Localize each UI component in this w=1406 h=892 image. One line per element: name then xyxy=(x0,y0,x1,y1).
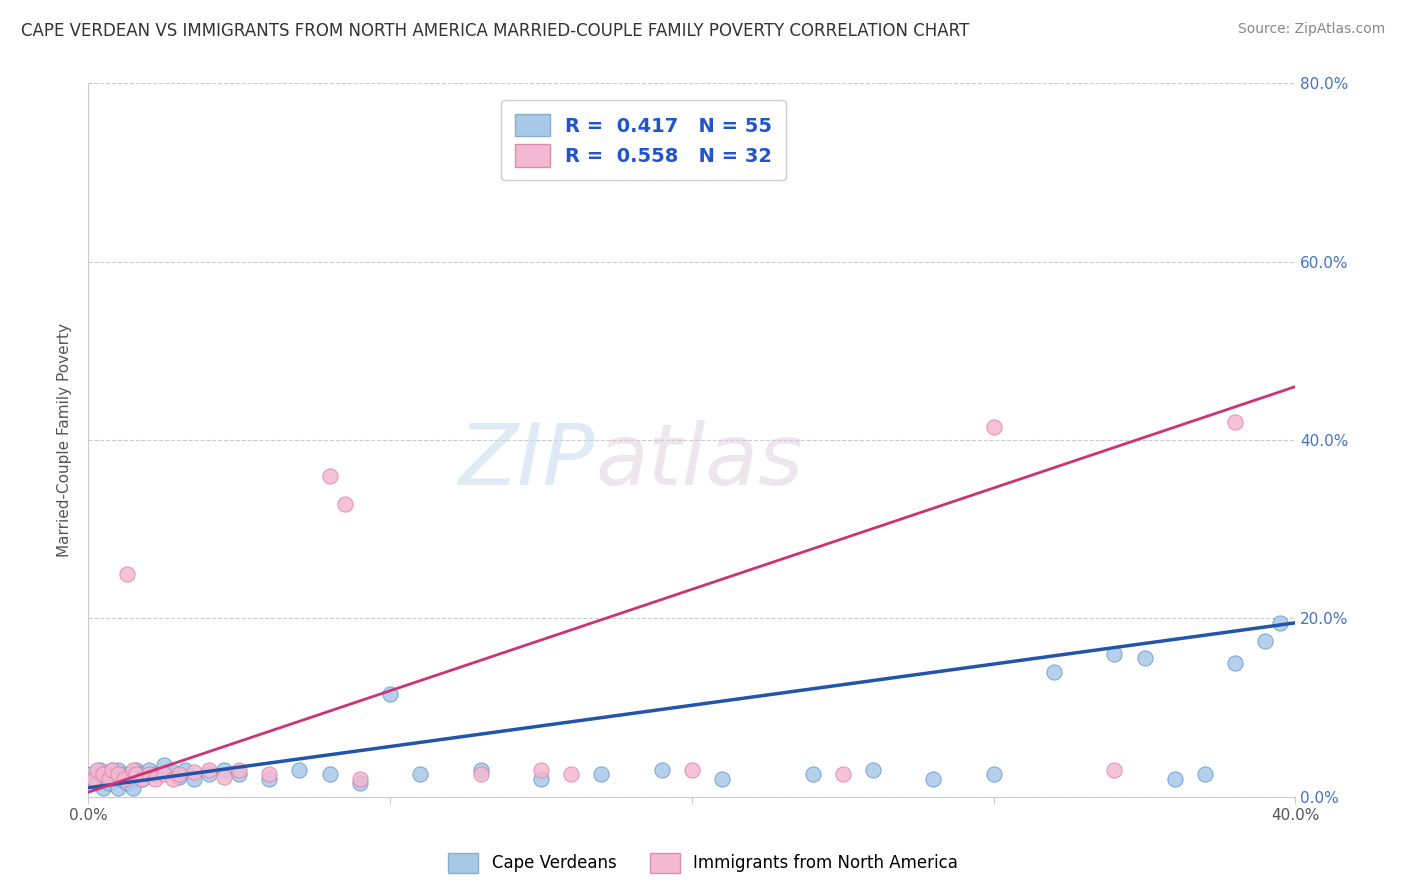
Point xyxy=(983,767,1005,781)
Text: atlas: atlas xyxy=(595,420,803,503)
Point xyxy=(162,772,184,786)
Point xyxy=(86,776,108,790)
Point xyxy=(470,767,492,781)
Point xyxy=(318,468,340,483)
Point xyxy=(288,763,311,777)
Point xyxy=(131,772,153,786)
Point xyxy=(122,763,145,777)
Text: ZIP: ZIP xyxy=(458,420,595,503)
Point xyxy=(122,780,145,795)
Point xyxy=(125,767,148,781)
Text: Source: ZipAtlas.com: Source: ZipAtlas.com xyxy=(1237,22,1385,37)
Point xyxy=(152,767,174,781)
Point xyxy=(681,763,703,777)
Point xyxy=(128,767,150,781)
Point xyxy=(257,767,280,781)
Point xyxy=(83,772,105,786)
Point xyxy=(107,767,129,781)
Point xyxy=(125,763,148,777)
Point xyxy=(131,772,153,786)
Point xyxy=(1133,651,1156,665)
Point xyxy=(591,767,613,781)
Point xyxy=(117,776,139,790)
Legend: R =  0.417   N = 55, R =  0.558   N = 32: R = 0.417 N = 55, R = 0.558 N = 32 xyxy=(501,100,786,180)
Point xyxy=(138,763,160,777)
Point xyxy=(198,763,221,777)
Point xyxy=(711,772,734,786)
Point xyxy=(349,776,371,790)
Point xyxy=(143,772,166,786)
Point xyxy=(983,419,1005,434)
Point xyxy=(101,763,124,777)
Point xyxy=(86,763,108,777)
Point xyxy=(1254,633,1277,648)
Point xyxy=(212,770,235,784)
Point xyxy=(257,772,280,786)
Point xyxy=(101,763,124,777)
Point xyxy=(117,566,139,581)
Point xyxy=(91,767,114,781)
Point xyxy=(162,764,184,779)
Point xyxy=(198,767,221,781)
Point xyxy=(831,767,853,781)
Point xyxy=(1270,615,1292,630)
Point xyxy=(120,767,142,781)
Point xyxy=(110,772,132,786)
Point xyxy=(1164,772,1187,786)
Point xyxy=(152,758,174,772)
Point xyxy=(228,763,250,777)
Point xyxy=(104,767,127,781)
Point xyxy=(112,767,135,781)
Point xyxy=(862,763,884,777)
Point xyxy=(98,776,121,790)
Point xyxy=(922,772,945,786)
Legend: Cape Verdeans, Immigrants from North America: Cape Verdeans, Immigrants from North Ame… xyxy=(441,847,965,880)
Point xyxy=(107,763,129,777)
Point xyxy=(1223,415,1246,429)
Point xyxy=(470,763,492,777)
Text: CAPE VERDEAN VS IMMIGRANTS FROM NORTH AMERICA MARRIED-COUPLE FAMILY POVERTY CORR: CAPE VERDEAN VS IMMIGRANTS FROM NORTH AM… xyxy=(21,22,969,40)
Point xyxy=(1194,767,1216,781)
Point xyxy=(1104,647,1126,661)
Point xyxy=(167,770,190,784)
Point xyxy=(83,772,105,786)
Point xyxy=(107,780,129,795)
Point xyxy=(530,763,553,777)
Point xyxy=(91,767,114,781)
Y-axis label: Married-Couple Family Poverty: Married-Couple Family Poverty xyxy=(58,323,72,558)
Point xyxy=(801,767,824,781)
Point xyxy=(101,772,124,786)
Point xyxy=(333,497,356,511)
Point xyxy=(183,764,205,779)
Point xyxy=(80,767,103,781)
Point xyxy=(138,767,160,781)
Point xyxy=(228,767,250,781)
Point xyxy=(1223,656,1246,670)
Point xyxy=(143,767,166,781)
Point xyxy=(212,763,235,777)
Point xyxy=(96,772,118,786)
Point xyxy=(318,767,340,781)
Point xyxy=(183,772,205,786)
Point xyxy=(122,772,145,786)
Point xyxy=(409,767,432,781)
Point xyxy=(560,767,582,781)
Point xyxy=(98,772,121,786)
Point xyxy=(349,772,371,786)
Point xyxy=(167,767,190,781)
Point xyxy=(530,772,553,786)
Point xyxy=(378,687,401,701)
Point xyxy=(1104,763,1126,777)
Point xyxy=(89,763,111,777)
Point xyxy=(112,772,135,786)
Point xyxy=(651,763,673,777)
Point xyxy=(1043,665,1066,679)
Point xyxy=(173,763,195,777)
Point xyxy=(91,780,114,795)
